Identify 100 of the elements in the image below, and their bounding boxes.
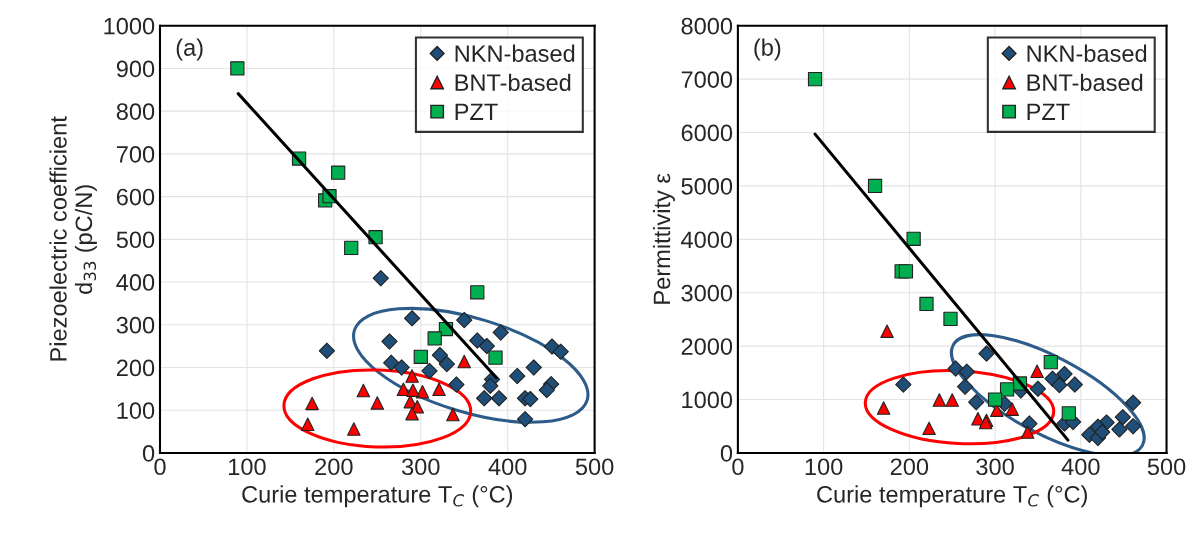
x-tick-label: 500 bbox=[1147, 458, 1186, 476]
y-tick-label: 2000 bbox=[681, 338, 733, 355]
point bbox=[1124, 394, 1142, 411]
point bbox=[1066, 376, 1083, 393]
point bbox=[318, 342, 336, 359]
point bbox=[457, 354, 471, 369]
y-tick-label: 1000 bbox=[682, 391, 733, 409]
point bbox=[956, 378, 974, 395]
point bbox=[300, 417, 315, 432]
point bbox=[431, 346, 449, 364]
annotation: (b) bbox=[754, 38, 781, 61]
y-tick-label: 1000 bbox=[104, 17, 155, 35]
x-tick-label: 400 bbox=[488, 458, 527, 476]
y-tick-label: 400 bbox=[116, 274, 155, 291]
point bbox=[370, 396, 385, 410]
point bbox=[381, 333, 398, 350]
y-tick-label: 7000 bbox=[681, 71, 733, 88]
y-tick-label: 600 bbox=[116, 188, 155, 206]
point bbox=[1020, 425, 1035, 439]
y-tick-label: 800 bbox=[116, 103, 155, 120]
y-tick-label: 0 bbox=[142, 444, 155, 462]
point bbox=[876, 401, 891, 415]
point bbox=[393, 359, 410, 376]
point bbox=[978, 345, 995, 362]
point bbox=[344, 240, 359, 256]
point bbox=[968, 394, 985, 411]
point bbox=[406, 383, 420, 397]
point bbox=[538, 381, 555, 399]
point bbox=[525, 359, 542, 376]
point bbox=[999, 382, 1015, 397]
point bbox=[1061, 406, 1076, 421]
point bbox=[427, 331, 442, 346]
point bbox=[867, 178, 883, 194]
point bbox=[522, 390, 539, 408]
y-tick-label: 8000 bbox=[681, 17, 733, 35]
point bbox=[898, 264, 914, 279]
y-tick-label: 0 bbox=[720, 444, 733, 462]
point bbox=[895, 376, 912, 393]
x-tick-label: 400 bbox=[1061, 458, 1100, 476]
point bbox=[943, 311, 958, 327]
point bbox=[448, 376, 465, 393]
point bbox=[490, 390, 508, 407]
point bbox=[1114, 408, 1131, 426]
x-tick-label: 200 bbox=[315, 458, 353, 476]
legend-label: PZT bbox=[455, 103, 498, 120]
x-tick-label: 500 bbox=[575, 458, 614, 476]
point bbox=[356, 383, 371, 398]
y-tick-label: 4000 bbox=[681, 231, 733, 249]
x-axis-title: Curie temperature T$_{C}$ (°C) bbox=[242, 485, 513, 508]
x-tick-label: 100 bbox=[805, 458, 843, 476]
point bbox=[947, 360, 964, 377]
x-tick-label: 200 bbox=[890, 458, 929, 476]
point bbox=[405, 369, 419, 383]
point bbox=[971, 411, 985, 426]
point bbox=[1111, 421, 1128, 438]
y-tick-label: 6000 bbox=[681, 124, 733, 142]
y-tick-label: 500 bbox=[116, 231, 155, 249]
point bbox=[509, 367, 526, 385]
legend-label: NKN-based bbox=[1027, 44, 1147, 62]
point bbox=[421, 362, 438, 380]
x-tick-label: 300 bbox=[976, 458, 1014, 476]
y-axis-title: Permittivity ε bbox=[652, 173, 675, 304]
y-tick-label: 200 bbox=[116, 359, 155, 377]
point bbox=[403, 310, 421, 327]
point bbox=[1051, 376, 1068, 394]
point bbox=[415, 385, 430, 399]
point bbox=[1056, 365, 1073, 383]
y-tick-label: 700 bbox=[116, 145, 155, 163]
x-tick-label: 0 bbox=[732, 458, 744, 476]
y-tick-label: 3000 bbox=[681, 284, 733, 302]
point bbox=[1094, 423, 1111, 441]
point bbox=[552, 343, 569, 360]
point bbox=[405, 406, 419, 421]
point bbox=[807, 71, 823, 87]
point bbox=[880, 324, 894, 338]
point bbox=[958, 363, 975, 380]
y-axis-title: Piezoelectric coefficient d$_{33}$ (pC/N) bbox=[49, 116, 97, 361]
point bbox=[1005, 402, 1019, 416]
point bbox=[470, 285, 485, 300]
point bbox=[456, 311, 473, 329]
point bbox=[446, 407, 460, 422]
point bbox=[945, 393, 959, 407]
point bbox=[478, 337, 495, 355]
legend-label: NKN-based bbox=[455, 44, 575, 62]
x-tick-label: 300 bbox=[401, 458, 440, 476]
point bbox=[922, 421, 936, 436]
legend-label: PZT bbox=[1027, 103, 1070, 120]
x-tick-label: 100 bbox=[229, 458, 266, 476]
y-tick-label: 900 bbox=[116, 60, 155, 78]
point bbox=[438, 355, 456, 373]
legend-label: BNT-based bbox=[455, 73, 571, 92]
point bbox=[230, 61, 245, 76]
point bbox=[432, 382, 446, 397]
point bbox=[906, 231, 921, 246]
point bbox=[347, 422, 361, 436]
x-axis-title: Curie temperature T$_{C}$ (°C) bbox=[817, 485, 1087, 508]
y-tick-label: 5000 bbox=[681, 177, 733, 195]
point bbox=[516, 411, 534, 428]
point bbox=[987, 392, 1003, 407]
point bbox=[1124, 418, 1142, 435]
